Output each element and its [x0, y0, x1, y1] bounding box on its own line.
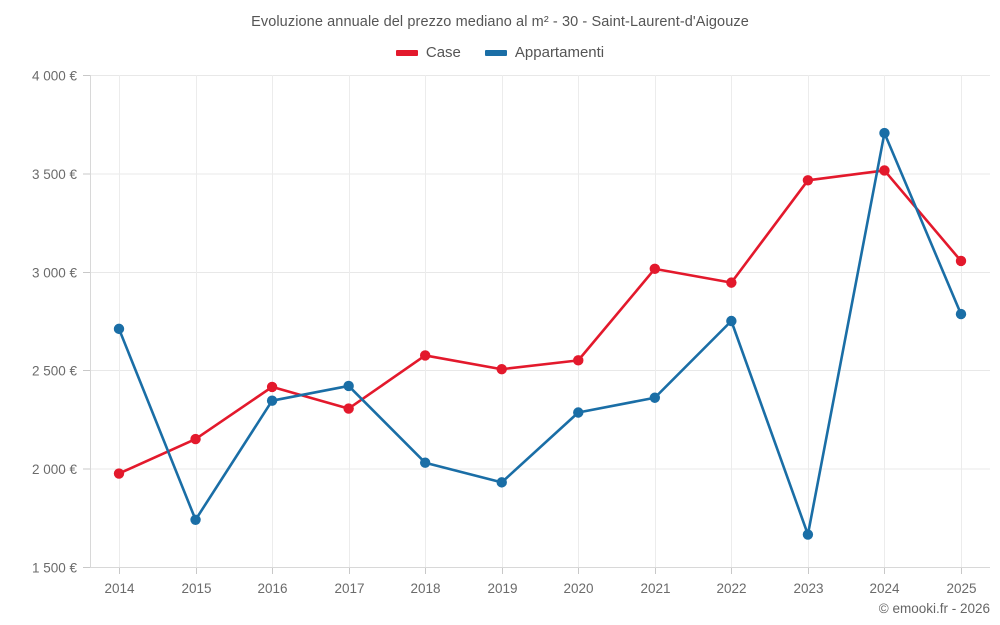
data-point[interactable] [802, 529, 814, 540]
data-point[interactable] [190, 433, 201, 445]
legend-label-appartamenti: Appartamenti [514, 44, 605, 61]
x-tick-label: 2024 [869, 581, 900, 596]
data-point[interactable] [573, 355, 584, 366]
data-point[interactable] [343, 403, 354, 414]
legend-swatch-appartamenti [484, 49, 507, 56]
footer-credit: © emooki.fr - 2026 [878, 601, 990, 616]
data-point[interactable] [649, 263, 661, 275]
data-point[interactable] [649, 392, 661, 403]
legend-label-case: Case [425, 44, 461, 61]
y-tick-label: 3 000 € [32, 265, 78, 280]
data-point[interactable] [113, 323, 125, 335]
data-point[interactable] [266, 381, 278, 393]
grid-layer [90, 75, 990, 568]
data-point[interactable] [573, 407, 584, 418]
data-point[interactable] [955, 308, 967, 320]
y-axis-labels: 1 500 € 2 000 € 2 500 € 3 000 € 3 500 € 4 000… [32, 69, 78, 576]
data-point[interactable] [879, 127, 890, 139]
legend-swatch-case [395, 49, 418, 56]
data-point[interactable] [419, 457, 431, 468]
x-tick-label: 2015 [181, 581, 211, 596]
data-point[interactable] [190, 514, 201, 525]
legend-item-appartamenti[interactable]: Appartamenti [484, 44, 605, 61]
x-axis-labels: 2014 2015 2016 2017 2018 2019 2020 2021 2022 2023… [104, 581, 976, 596]
y-tick-label: 3 500 € [32, 167, 78, 182]
y-tick-label: 2 000 € [32, 462, 78, 477]
data-point[interactable] [726, 277, 737, 288]
data-point[interactable] [496, 477, 507, 488]
y-tick-label: 1 500 € [32, 561, 78, 576]
axis-layer [83, 75, 990, 574]
data-point[interactable] [496, 364, 507, 375]
data-point[interactable] [726, 315, 737, 327]
chart-title: Evoluzione annuale del prezzo mediano al… [251, 14, 749, 30]
series-line-case [117, 169, 963, 475]
data-point[interactable] [419, 350, 431, 361]
x-tick-label: 2017 [334, 581, 364, 596]
x-tick-label: 2022 [716, 581, 746, 596]
data-point[interactable] [802, 175, 814, 186]
data-point[interactable] [266, 395, 278, 406]
x-tick-label: 2018 [410, 581, 440, 596]
x-tick-label: 2020 [563, 581, 593, 596]
series-line-appartamenti [117, 131, 963, 536]
data-point[interactable] [955, 255, 967, 267]
x-tick-label: 2014 [104, 581, 135, 596]
data-point[interactable] [343, 380, 354, 392]
y-tick-label: 4 000 € [32, 69, 78, 84]
y-tick-label: 2 500 € [32, 364, 78, 379]
x-tick-label: 2021 [640, 581, 670, 596]
chart-legend: Case Appartamenti [0, 44, 1000, 61]
x-tick-label: 2019 [487, 581, 517, 596]
legend-item-case[interactable]: Case [395, 44, 461, 61]
data-series-layer [113, 127, 967, 540]
x-tick-label: 2016 [257, 581, 287, 596]
x-tick-label: 2023 [793, 581, 823, 596]
x-tick-label: 2025 [946, 581, 976, 596]
data-point[interactable] [879, 165, 890, 176]
data-point[interactable] [113, 468, 125, 479]
